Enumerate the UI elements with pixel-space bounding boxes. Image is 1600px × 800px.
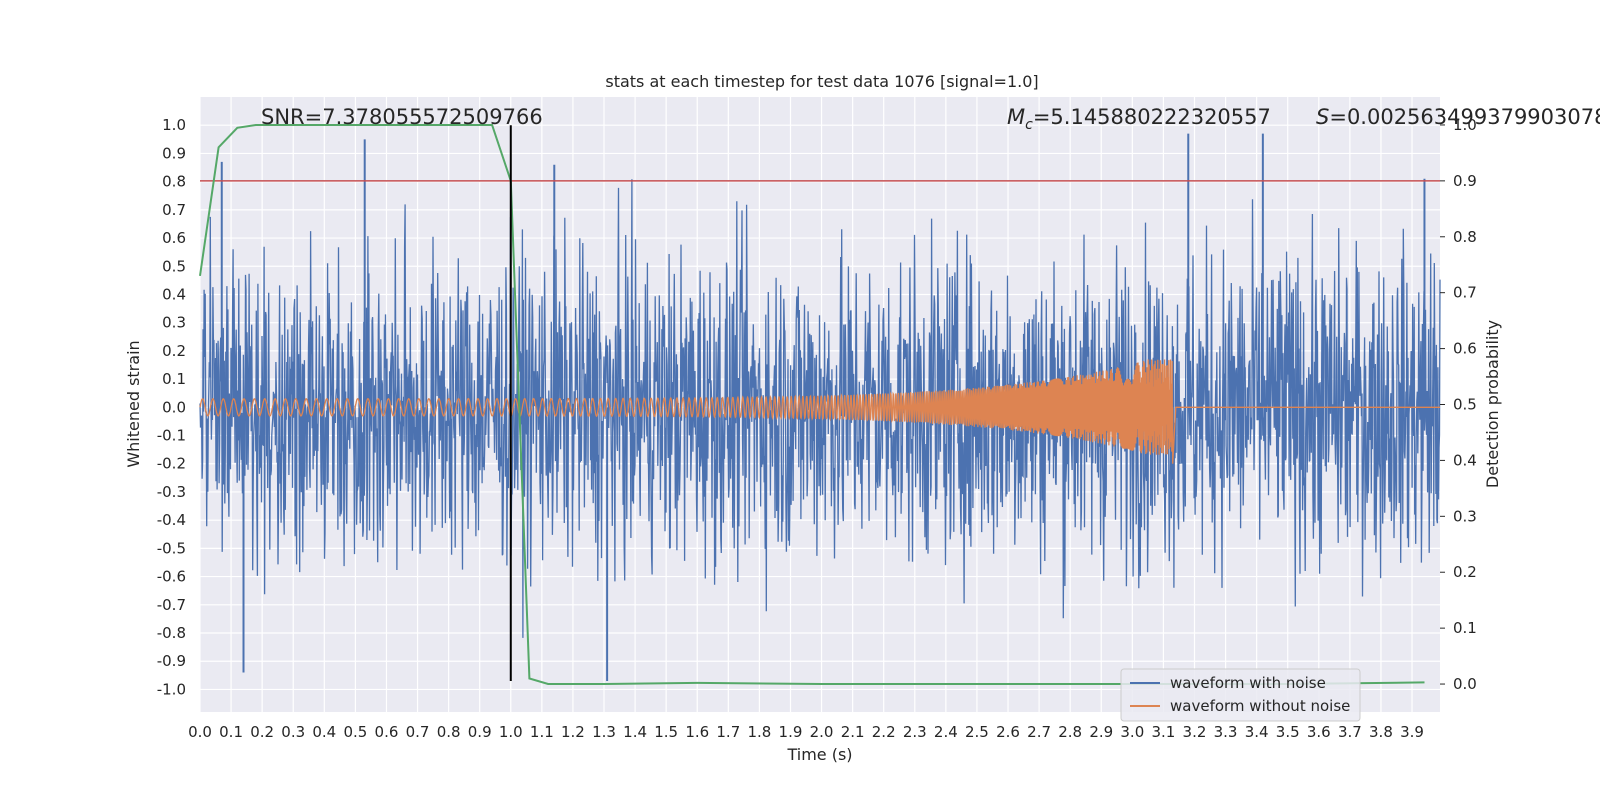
x-tick-label: 0.7 — [406, 723, 430, 741]
y2-tick-label: 0.3 — [1453, 507, 1477, 525]
x-tick-label: 0.9 — [468, 723, 492, 741]
y-tick-label: -0.9 — [157, 652, 186, 670]
x-tick-label: 1.3 — [592, 723, 616, 741]
y-tick-label: -0.1 — [157, 427, 186, 445]
y-tick-label: -0.7 — [157, 596, 186, 614]
mc-value: =5.145880222320557 — [1033, 105, 1271, 129]
x-tick-label: 0.4 — [312, 723, 336, 741]
x-tick-label: 0.2 — [250, 723, 274, 741]
y-tick-label: 0.1 — [162, 370, 186, 388]
x-tick-label: 3.9 — [1400, 723, 1424, 741]
snr-annotation: SNR=7.378055572509766 — [261, 105, 543, 129]
x-tick-label: 0.3 — [281, 723, 305, 741]
y2-tick-label: 0.0 — [1453, 675, 1477, 693]
x-tick-label: 2.5 — [965, 723, 989, 741]
y2-tick-label: 0.9 — [1453, 172, 1477, 190]
y2-axis-ticks: 1.0 0.9 0.8 0.7 0.6 0.5 0.4 0.3 0.2 0.1 0.0 — [1440, 116, 1477, 693]
s-annotation: S=0.0025634993799030788 — [1316, 105, 1600, 129]
series-detection-probability — [199, 124, 1425, 685]
y-axis-ticks: 1.0 0.9 0.8 0.7 0.6 0.5 0.4 0.3 0.2 0.1 0.0 -0.1 -0.… — [157, 116, 186, 698]
x-tick-label: 1.0 — [499, 723, 523, 741]
y2-tick-label: 0.8 — [1453, 228, 1477, 246]
x-tick-label: 3.0 — [1120, 723, 1144, 741]
x-tick-label: 2.2 — [872, 723, 896, 741]
mc-subscript: c — [1025, 117, 1033, 133]
y2-tick-label: 0.4 — [1453, 451, 1477, 469]
y-axis-label: Whitened strain — [124, 340, 143, 467]
y-tick-label: -1.0 — [157, 680, 186, 698]
x-tick-label: 0.6 — [375, 723, 399, 741]
x-tick-label: 1.9 — [779, 723, 803, 741]
x-tick-label: 1.4 — [623, 723, 647, 741]
x-tick-label: 3.1 — [1151, 723, 1175, 741]
y-tick-label: 0.8 — [162, 173, 186, 191]
x-tick-label: 3.3 — [1214, 723, 1238, 741]
x-tick-label: 1.8 — [747, 723, 771, 741]
y-tick-label: -0.8 — [157, 624, 186, 642]
chirp-mass-annotation: Mc=5.145880222320557 — [1007, 105, 1271, 133]
x-tick-label: 2.9 — [1089, 723, 1113, 741]
s-symbol: S — [1316, 105, 1329, 129]
x-tick-label: 0.5 — [343, 723, 367, 741]
y-tick-label: -0.4 — [157, 511, 186, 529]
series-layer — [199, 124, 1441, 685]
x-tick-label: 1.1 — [530, 723, 554, 741]
y-tick-label: -0.6 — [157, 568, 186, 586]
y2-tick-label: 0.6 — [1453, 340, 1477, 358]
mc-symbol: M — [1007, 105, 1025, 129]
x-tick-label: 2.1 — [841, 723, 865, 741]
y-tick-label: 0.2 — [162, 342, 186, 360]
x-axis-label: Time (s) — [786, 745, 852, 764]
legend-label-noise: waveform with noise — [1170, 674, 1326, 692]
x-tick-label: 2.3 — [903, 723, 927, 741]
y-tick-label: 1.0 — [162, 116, 186, 134]
legend: waveform with noise waveform without noi… — [1120, 668, 1361, 722]
y2-tick-label: 1.0 — [1453, 116, 1477, 134]
x-tick-label: 3.2 — [1183, 723, 1207, 741]
y-tick-label: -0.5 — [157, 539, 186, 557]
y-tick-label: 0.4 — [162, 285, 186, 303]
legend-label-clean: waveform without noise — [1170, 697, 1350, 715]
x-tick-label: 2.0 — [810, 723, 834, 741]
y-tick-label: 0.0 — [162, 398, 186, 416]
x-tick-label: 3.4 — [1245, 723, 1269, 741]
x-tick-label: 3.5 — [1276, 723, 1300, 741]
y2-axis-label: Detection probability — [1483, 320, 1502, 488]
x-tick-label: 1.2 — [561, 723, 585, 741]
x-tick-label: 2.8 — [1058, 723, 1082, 741]
y2-tick-label: 0.7 — [1453, 284, 1477, 302]
x-tick-label: 3.7 — [1338, 723, 1362, 741]
x-tick-label: 3.6 — [1307, 723, 1331, 741]
y-tick-label: 0.9 — [162, 144, 186, 162]
x-tick-label: 1.5 — [654, 723, 678, 741]
y-tick-label: 0.6 — [162, 229, 186, 247]
legend-box — [1120, 668, 1361, 722]
y2-tick-label: 0.1 — [1453, 619, 1477, 637]
y-tick-label: 0.7 — [162, 201, 186, 219]
series-waveform-without-noise — [199, 359, 1440, 464]
y-tick-label: -0.2 — [157, 455, 186, 473]
x-tick-label: 3.8 — [1369, 723, 1393, 741]
x-tick-label: 0.0 — [188, 723, 212, 741]
chart-title: stats at each timestep for test data 107… — [605, 72, 1038, 91]
x-tick-label: 1.6 — [685, 723, 709, 741]
y-tick-label: 0.3 — [162, 314, 186, 332]
y2-tick-label: 0.2 — [1453, 563, 1477, 581]
x-tick-label: 0.8 — [437, 723, 461, 741]
s-value: =0.0025634993799030788 — [1329, 105, 1600, 129]
y-tick-label: -0.3 — [157, 483, 186, 501]
x-tick-label: 2.4 — [934, 723, 958, 741]
x-tick-label: 1.7 — [716, 723, 740, 741]
x-tick-label: 2.6 — [996, 723, 1020, 741]
y-tick-label: 0.5 — [162, 257, 186, 275]
x-tick-label: 2.7 — [1027, 723, 1051, 741]
y2-tick-label: 0.5 — [1453, 396, 1477, 414]
x-tick-label: 0.1 — [219, 723, 243, 741]
x-axis-ticks: 0.0 0.1 0.2 0.3 0.4 0.5 0.6 0.7 0.8 0.9 1.0 1.1 1.2 1… — [188, 723, 1424, 741]
